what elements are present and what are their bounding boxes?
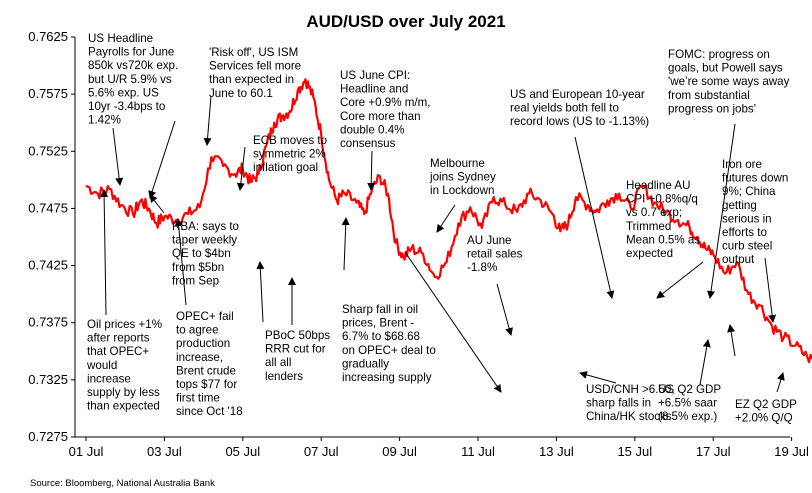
annotation-text: US Q2 GDP +6.5% saar (8.5% exp.): [658, 383, 721, 423]
annotation-arrows: [100, 95, 785, 393]
x-tick-label: 19 Jul: [774, 444, 809, 459]
annotation-arrow: [656, 261, 704, 299]
annotation-text: EZ Q2 GDP +2.0% Q/Q: [735, 398, 797, 425]
x-tick-label: 11 Jul: [461, 444, 495, 459]
annotation-text: Headline AU CPI +0.8%q/q vs 0.7 exp; Trimme…: [626, 179, 700, 260]
x-tick-label: 07 Jul: [304, 444, 339, 459]
annotation-text: ECB moves to symmetric 2% inflation goal: [253, 134, 327, 174]
annotation-arrow: [148, 120, 176, 199]
annotation-text: OPEC+ fail to agree production increase, Bre…: [176, 310, 243, 418]
annotation-arrow: [579, 371, 617, 384]
annotation-text: Sharp fall in oil prices, Brent -6.7% to …: [342, 303, 436, 384]
y-tick-label: 0.7525: [28, 143, 68, 158]
series-line: [85, 78, 812, 364]
annotations: US Headline Payrolls for June 850k vs720k …: [86, 32, 797, 425]
annotation-text: US and European 10-year real yields both …: [510, 88, 649, 128]
chart-title: AUD/USD over July 2021: [306, 12, 505, 31]
annotation-arrow: [112, 127, 124, 186]
annotation-arrow: [699, 339, 711, 386]
annotation-arrow: [436, 204, 456, 233]
x-tick-label: 17 Jul: [696, 444, 731, 459]
x-axis: 01 Jul 03 Jul 05 Jul 07 Jul 09 Jul 11 Jul 13 J…: [69, 436, 809, 459]
y-tick-label: 0.7575: [28, 86, 68, 101]
annotation-arrow: [341, 217, 350, 271]
annotation-arrow: [149, 194, 165, 214]
y-tick-label: 0.7425: [28, 258, 68, 273]
annotation-text: US Headline Payrolls for June 850k vs720k …: [88, 32, 178, 127]
annotation-arrow: [727, 324, 736, 357]
annotation-arrow: [174, 218, 187, 306]
annotation-text: AU June retail sales -1.8%: [467, 234, 523, 274]
y-tick-label: 0.7325: [28, 372, 68, 387]
annotation-text: PBoC 50bps RRR cut for all all lenders: [265, 329, 330, 383]
annotation-text: Oil prices +1% after reports that OPEC+ wou…: [86, 318, 162, 413]
y-tick-label: 0.7475: [28, 200, 68, 215]
annotation-arrow: [404, 251, 502, 393]
annotation-arrow: [367, 150, 376, 191]
annotation-text: FOMC: progress on goals, but Powell says '…: [668, 48, 790, 115]
annotation-arrow: [776, 372, 785, 393]
annotation-arrow: [100, 189, 109, 316]
annotation-arrow: [496, 283, 514, 336]
annotation-text: RBA: says to taper weekly QE to $4bn from $…: [172, 220, 239, 287]
annotation-text: US June CPI: Headline and Core +0.9% m/m, C…: [340, 69, 431, 150]
annotation-arrow: [256, 261, 265, 323]
annotation-arrow: [764, 257, 777, 323]
x-tick-label: 03 Jul: [147, 444, 182, 459]
annotation-arrow: [707, 123, 736, 299]
y-tick-label: 0.7625: [28, 29, 68, 44]
annotation-text: Iron ore futures down 9%; China getting seri…: [722, 158, 788, 266]
x-tick-label: 13 Jul: [539, 444, 574, 459]
x-tick-label: 09 Jul: [382, 444, 417, 459]
y-tick-label: 0.7375: [28, 315, 68, 330]
y-tick-label: 0.7275: [28, 429, 68, 444]
annotation-text: 'Risk off', US ISM Services fell more than…: [209, 46, 301, 100]
annotation-arrow: [574, 136, 615, 299]
source-note: Source: Bloomberg, National Australia Ba…: [30, 478, 215, 489]
x-tick-label: 15 Jul: [617, 444, 652, 459]
series-group: [85, 78, 812, 364]
x-tick-label: 05 Jul: [225, 444, 260, 459]
y-axis: 0.7275 0.7325 0.7375 0.7425 0.7475 0.7525 0.75…: [28, 29, 76, 444]
annotation-arrow: [203, 95, 212, 146]
annotation-text: Melbourne joins Sydney in Lockdown: [429, 157, 496, 197]
annotation-text: USD/CNH >6.50, sharp falls in China/HK sto…: [586, 383, 675, 423]
x-tick-label: 01 Jul: [69, 444, 104, 459]
annotation-arrow: [236, 146, 246, 191]
